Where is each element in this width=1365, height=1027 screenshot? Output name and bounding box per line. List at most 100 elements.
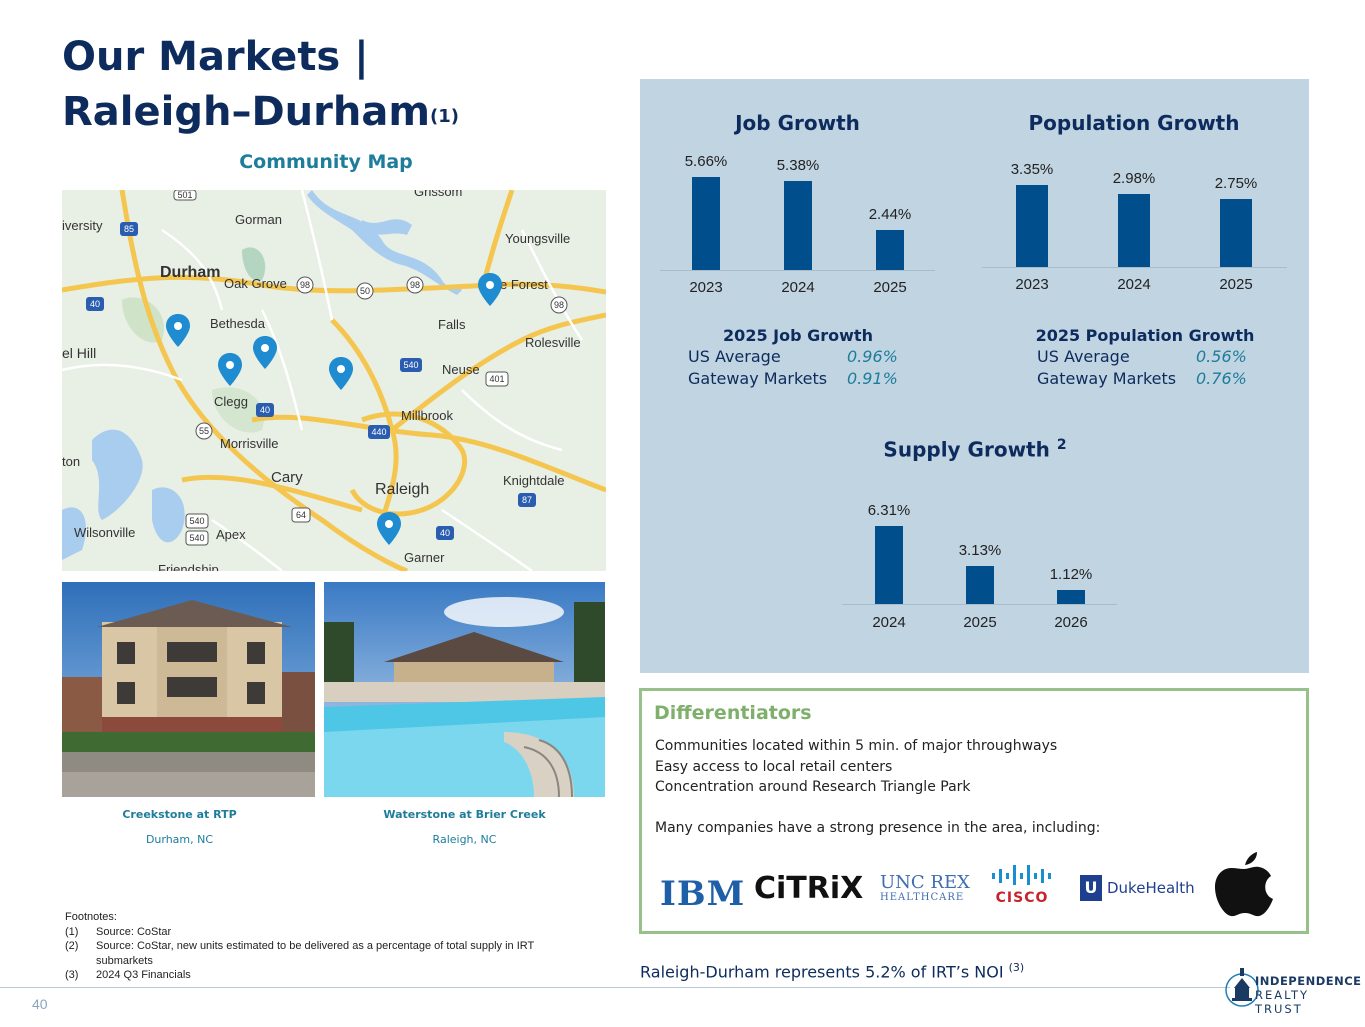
ibm-logo: IBM [660, 874, 746, 914]
job-growth-title: Job Growth [735, 111, 860, 135]
chart-data-label: 2.75% [1214, 175, 1258, 193]
svg-text:98: 98 [300, 280, 310, 290]
apple-icon [1215, 852, 1273, 917]
chart-bar [1057, 590, 1085, 604]
chart-tick-label: 2024 [781, 279, 815, 296]
svg-text:Clegg: Clegg [214, 394, 248, 409]
unc-rex-sub: HEALTHCARE [880, 892, 965, 903]
title-footnote-ref: (1) [430, 106, 459, 127]
chart-tick-label: 2023 [1015, 276, 1049, 293]
svg-text:Knightdale: Knightdale [503, 473, 564, 488]
photo-caption-city: Raleigh, NC [432, 833, 497, 846]
chart-tick-label: 2024 [872, 614, 906, 631]
stat-value: 0.56% [1196, 347, 1247, 366]
chart-data-label: 3.13% [958, 541, 1002, 559]
chart-tick-label: 2025 [873, 279, 907, 296]
chart-bar [876, 229, 904, 270]
svg-text:40: 40 [90, 299, 100, 309]
duke-text: DukeHealth [1107, 879, 1195, 897]
population-growth-stats: 2025 Population Growth US Average 0.56% G… [1035, 326, 1297, 388]
cisco-bars-icon [992, 865, 1051, 885]
population-growth-chart: 3.35% 2023 2.98% 2024 2.75% 2025 [640, 79, 1309, 673]
svg-text:98: 98 [410, 280, 420, 290]
photo-waterstone [324, 582, 605, 797]
differentiator-line: Many companies have a strong presence in… [655, 820, 1101, 836]
title-line-2: Raleigh–Durham(1) [62, 85, 459, 140]
map-canvas: 85 40 98 50 98 98 540 401 40 55 440 64 5… [62, 190, 606, 571]
chart-bar [692, 176, 720, 270]
svg-text:Apex: Apex [216, 527, 246, 542]
stat-label: US Average [1037, 347, 1130, 366]
chart-axis-line [982, 267, 1287, 268]
chart-data-label: 2.44% [868, 205, 912, 223]
differentiator-line: Easy access to local retail centers [655, 758, 893, 775]
footnote-text: Source: CoStar [96, 925, 172, 938]
page-title: Our Markets | Raleigh–Durham(1) [62, 30, 459, 140]
population-growth-title: Population Growth [1028, 111, 1240, 135]
map-pins [166, 273, 502, 545]
chart-data-label: 5.38% [776, 157, 820, 175]
chart-tick-label: 2026 [1054, 614, 1088, 631]
photo-creekstone [62, 582, 315, 797]
svg-text:87: 87 [522, 495, 532, 505]
stat-label: Gateway Markets [1037, 369, 1177, 388]
footnote-number: (3) [65, 969, 79, 981]
chart-data-label: 1.12% [1049, 566, 1093, 584]
charts-panel: Job Growth Population Growth Supply Grow… [640, 79, 1309, 673]
chart-bar [875, 526, 903, 604]
footnote-number [65, 954, 96, 969]
job-stats-row: Gateway Markets 0.91% [688, 369, 948, 388]
footnote-item: submarkets [65, 954, 534, 969]
pop-stats-row: US Average 0.56% [1037, 347, 1297, 366]
brand-line-1: INDEPENDENCE [1255, 974, 1362, 988]
footnote-text: submarkets [96, 954, 153, 967]
capitol-icon [1225, 968, 1259, 1007]
page-number: 40 [32, 996, 48, 1012]
brand-logo: INDEPENDENCE REALTY TRUST [1224, 960, 1362, 1016]
bottom-divider [0, 987, 1230, 988]
job-stats-row: US Average 0.96% [688, 347, 948, 366]
svg-text:64: 64 [296, 510, 306, 520]
svg-text:401: 401 [489, 374, 504, 384]
footnote-number: (2) [65, 940, 79, 952]
svg-text:540: 540 [189, 516, 204, 526]
chart-bar [1220, 199, 1252, 267]
svg-text:iversity: iversity [62, 218, 103, 233]
noi-note: Raleigh-Durham represents 5.2% of IRT’s … [640, 961, 1024, 981]
svg-text:Cary: Cary [271, 469, 303, 486]
apple-logo [1215, 851, 1273, 922]
noi-footnote-ref: (3) [1008, 961, 1025, 974]
svg-text:540: 540 [403, 360, 418, 370]
chart-tick-label: 2024 [1117, 276, 1151, 293]
unc-rex-logo: UNC REX HEALTHCARE [864, 874, 974, 904]
title-market: Raleigh–Durham [62, 89, 431, 135]
svg-text:Gorman: Gorman [235, 212, 282, 227]
citrix-logo: CiTRiX [754, 871, 864, 906]
svg-text:Rolesville: Rolesville [525, 335, 581, 350]
footnote-text: 2024 Q3 Financials [96, 969, 191, 981]
svg-text:50: 50 [360, 286, 370, 296]
svg-text:Youngsville: Youngsville [505, 231, 570, 246]
duke-health-logo: U DukeHealth [1080, 875, 1195, 901]
waterstone-image [324, 582, 605, 797]
footnote-number: (1) [65, 925, 79, 938]
differentiator-line: Concentration around Research Triangle P… [655, 779, 971, 795]
svg-text:Oak Grove: Oak Grove [224, 276, 287, 291]
svg-text:Bethesda: Bethesda [210, 316, 266, 331]
svg-text:Grissom: Grissom [414, 190, 462, 199]
svg-text:Morrisville: Morrisville [220, 436, 279, 451]
noi-text: Raleigh-Durham represents 5.2% of IRT’s … [640, 962, 1009, 982]
svg-text:el Hill: el Hill [62, 345, 96, 361]
stat-value: 0.96% [847, 347, 898, 366]
pop-stats-row: Gateway Markets 0.76% [1037, 369, 1297, 388]
pop-stats-heading: 2025 Population Growth [1035, 326, 1255, 345]
svg-text:85: 85 [124, 224, 134, 234]
job-stats-heading: 2025 Job Growth [723, 326, 873, 345]
job-growth-stats: 2025 Job Growth US Average 0.96% Gateway … [688, 326, 948, 388]
map-title: Community Map [239, 151, 413, 173]
supply-growth-chart: 6.31% 2024 3.13% 2025 1.12% 2026 [640, 79, 1309, 673]
supply-growth-title: Supply Growth 2 [830, 437, 1120, 462]
svg-text:Millbrook: Millbrook [401, 408, 454, 423]
svg-text:e Forest: e Forest [500, 277, 548, 292]
shield-40a: 40 [86, 297, 104, 311]
